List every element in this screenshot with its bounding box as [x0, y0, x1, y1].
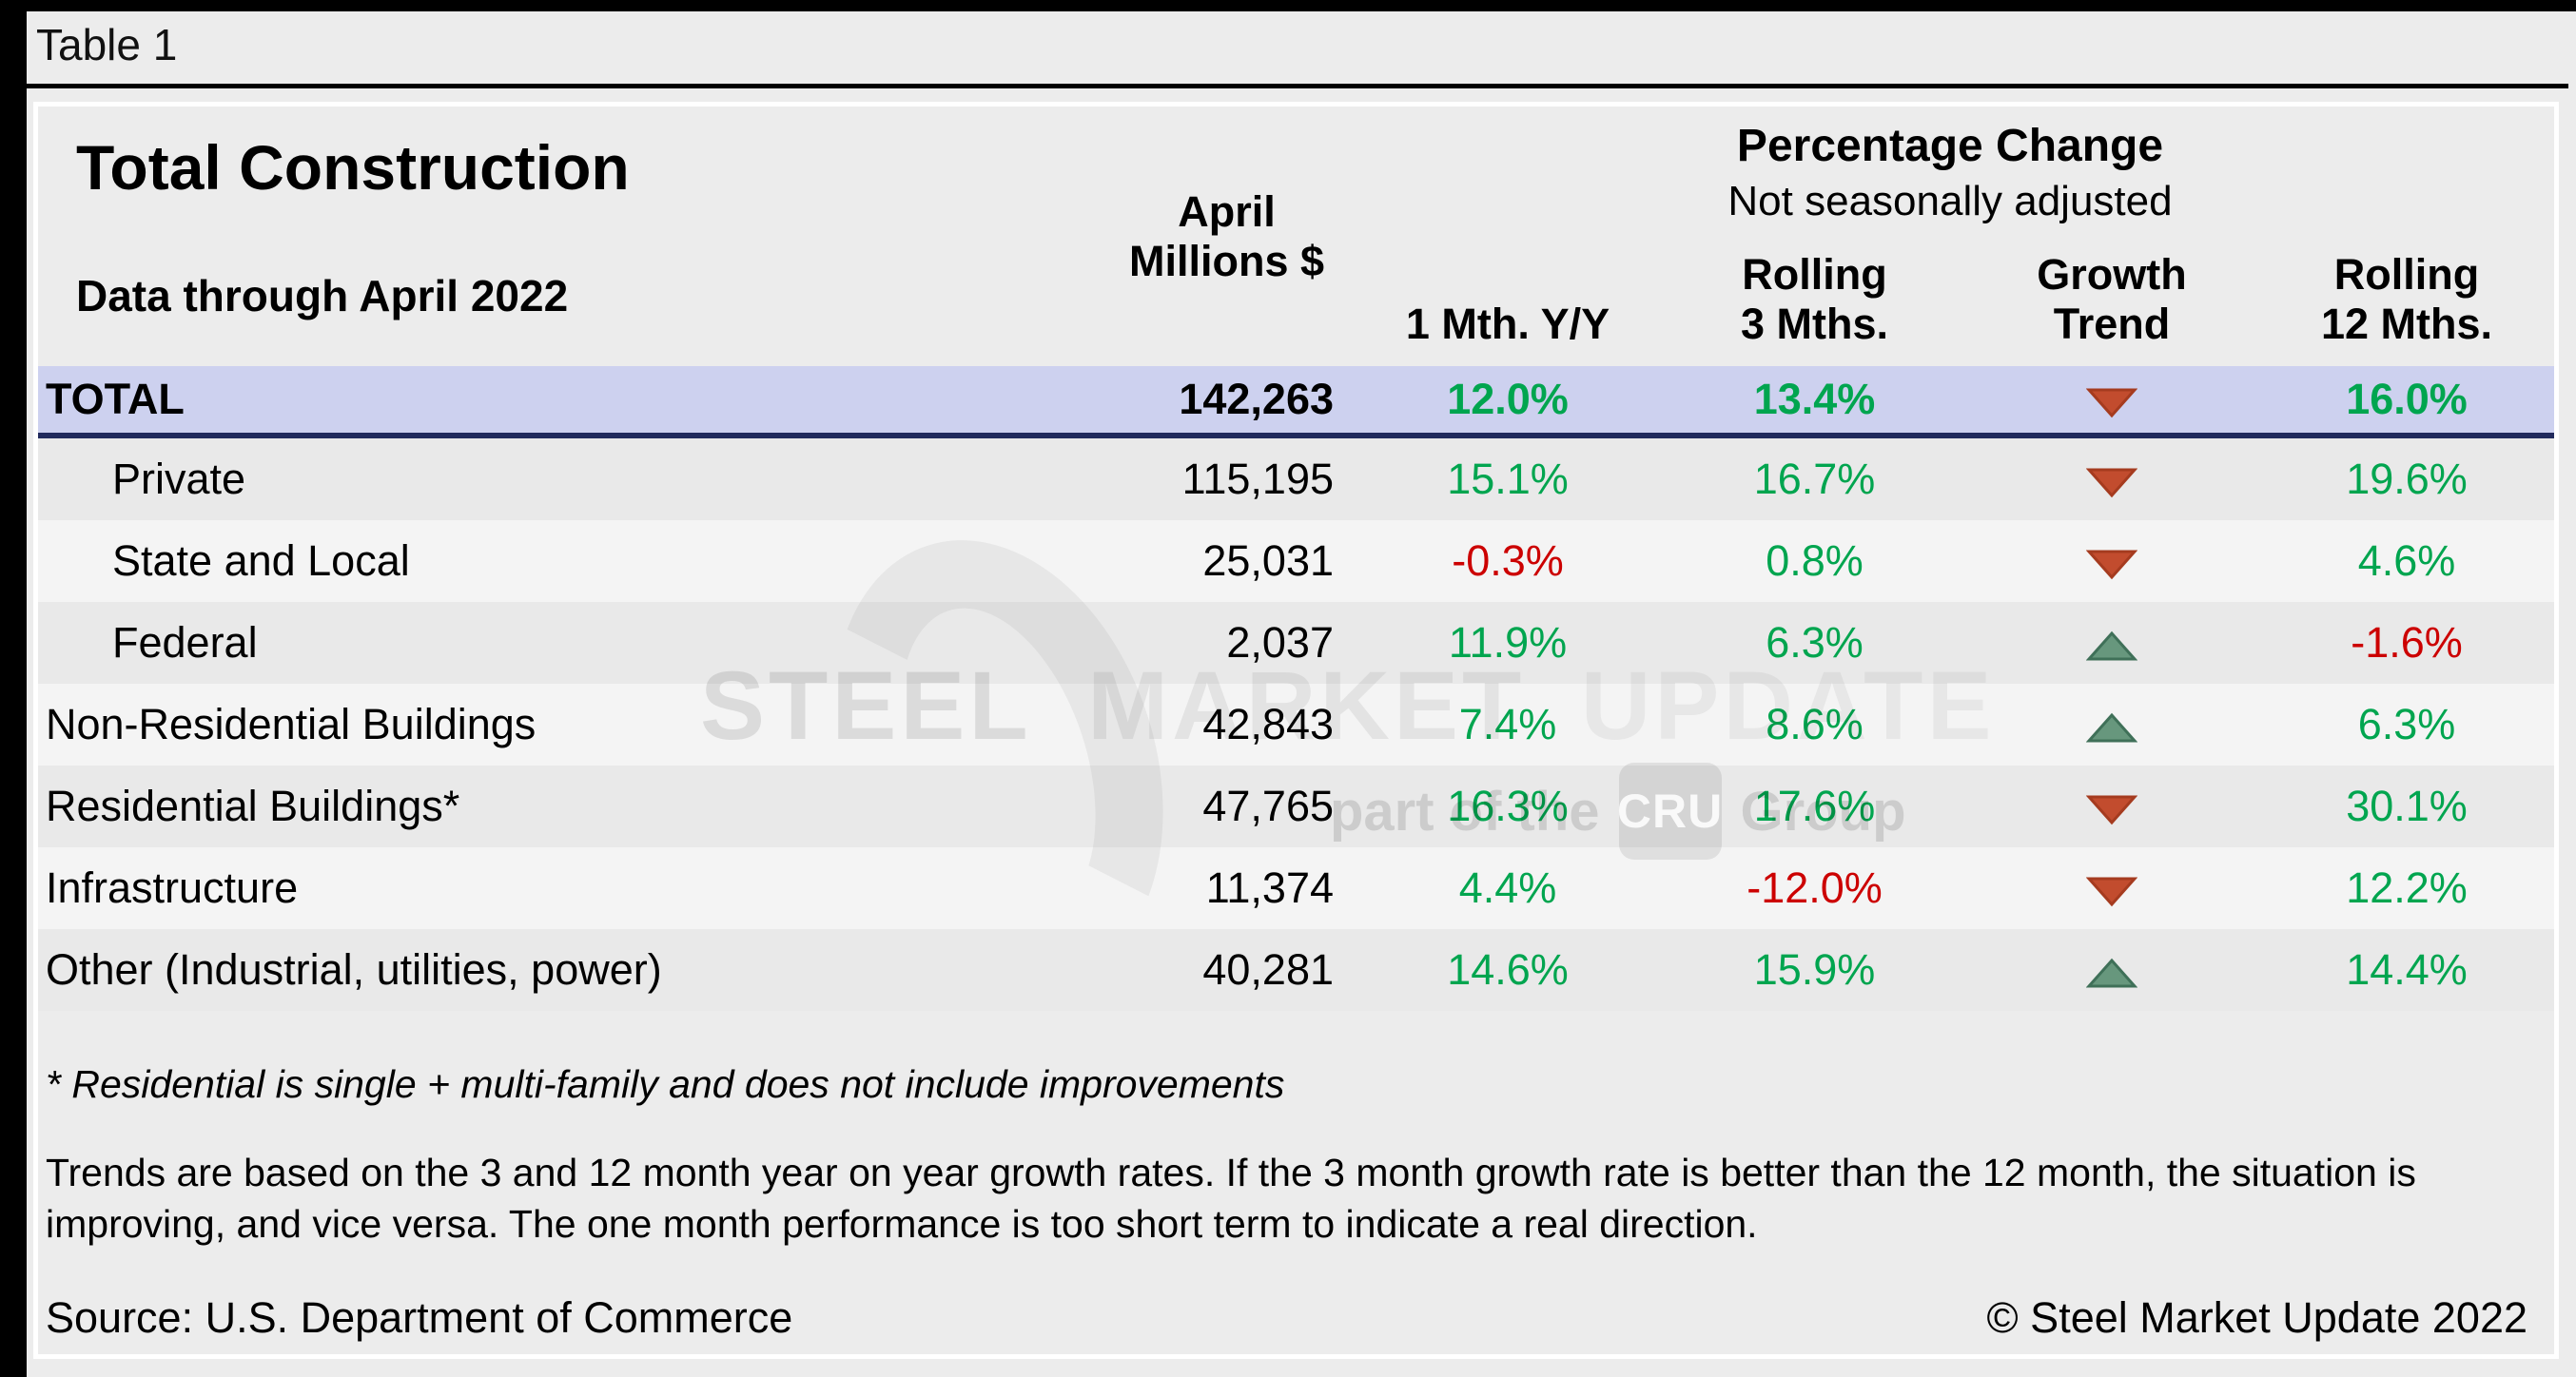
row-1mth-value: 7.4%: [1458, 700, 1557, 748]
row-label: Non-Residential Buildings: [46, 700, 537, 748]
row-rolling-3m-value: 6.3%: [1766, 618, 1864, 667]
trend-down-icon: [2086, 550, 2137, 579]
column-head-growth-trend-line2: Trend: [2053, 300, 2171, 348]
row-rolling-3m-value: 8.6%: [1766, 700, 1864, 748]
row-rolling-3m-value: 15.9%: [1753, 945, 1876, 994]
table-row: State and Local 25,031 -0.3% 0.8% 4.6%: [38, 520, 2554, 602]
page-title: Total Construction: [76, 132, 630, 203]
row-rolling-12m-value: 12.2%: [2346, 863, 2468, 912]
row-rolling-12m-value: 16.0%: [2346, 375, 2468, 423]
table-body: TOTAL 142,263 12.0% 13.4% 16.0% Private …: [38, 366, 2554, 1011]
column-head-growth-trend: Growth Trend: [1964, 107, 2259, 366]
trend-down-icon: [2086, 877, 2137, 906]
row-rolling-12m-value: 30.1%: [2346, 782, 2468, 830]
row-rolling-3m-value: -12.0%: [1747, 863, 1883, 912]
row-rolling-12m-value: 14.4%: [2346, 945, 2468, 994]
column-head-millions: April Millions $: [951, 107, 1351, 366]
copyright-text: © Steel Market Update 2022: [1986, 1293, 2527, 1342]
data-through-subtitle: Data through April 2022: [76, 271, 569, 320]
row-1mth-value: 14.6%: [1447, 945, 1569, 994]
frame-top-border: [0, 0, 2576, 11]
column-head-growth-trend-line1: Growth: [2037, 250, 2187, 299]
trend-up-icon: [2086, 712, 2137, 743]
column-head-millions-line1: April: [1178, 187, 1276, 236]
row-label: State and Local: [112, 536, 410, 585]
row-growth-trend: [1964, 618, 2259, 668]
row-label: Infrastructure: [46, 863, 299, 912]
column-head-rolling-3m-line1: Rolling: [1742, 250, 1887, 299]
percentage-change-title: Percentage Change: [1736, 121, 2164, 171]
row-growth-trend: [1964, 536, 2259, 586]
row-label: Residential Buildings*: [46, 782, 460, 830]
row-rolling-3m-value: 0.8%: [1766, 536, 1864, 585]
row-growth-trend: [1964, 863, 2259, 913]
row-1mth-value: 12.0%: [1447, 375, 1569, 423]
row-growth-trend: [1964, 945, 2259, 995]
table-row: Private 115,195 15.1% 16.7% 19.6%: [38, 438, 2554, 520]
row-rolling-12m-value: -1.6%: [2351, 618, 2463, 667]
source-row: Source: U.S. Department of Commerce © St…: [46, 1293, 2554, 1343]
row-1mth-value: 15.1%: [1447, 455, 1569, 503]
footnotes: * Residential is single + multi-family a…: [38, 1062, 2554, 1343]
table-row: TOTAL 142,263 12.0% 13.4% 16.0%: [38, 366, 2554, 438]
row-rolling-12m-value: 6.3%: [2357, 700, 2456, 748]
row-rolling-3m-value: 16.7%: [1753, 455, 1876, 503]
table-panel: STEEL MARKET UPDATE part of the CRU Grou…: [33, 102, 2559, 1359]
row-growth-trend: [1964, 455, 2259, 504]
row-1mth-value: -0.3%: [1452, 536, 1564, 585]
column-head-rolling-12m-line2: 12 Mths.: [2320, 300, 2493, 348]
row-label: Other (Industrial, utilities, power): [46, 945, 662, 994]
trend-up-icon: [2086, 630, 2137, 661]
column-head-rolling-12m-line1: Rolling: [2333, 250, 2480, 299]
row-growth-trend: [1964, 700, 2259, 749]
trend-up-icon: [2086, 958, 2137, 988]
column-head-rolling-3m-line2: 3 Mths.: [1740, 300, 1889, 348]
row-rolling-12m-value: 4.6%: [2357, 536, 2456, 585]
row-1mth-value: 11.9%: [1448, 618, 1568, 667]
trend-down-icon: [2086, 468, 2137, 497]
table-row: Other (Industrial, utilities, power) 40,…: [38, 929, 2554, 1011]
not-seasonally-adjusted-note: Not seasonally adjusted: [1727, 178, 2173, 224]
trends-footnote: Trends are based on the 3 and 12 month y…: [46, 1151, 2416, 1246]
row-millions-value: 115,195: [1181, 455, 1334, 503]
table-row: Infrastructure 11,374 4.4% -12.0% 12.2%: [38, 847, 2554, 929]
table-number-label: Table 1: [36, 20, 178, 69]
residential-footnote: * Residential is single + multi-family a…: [46, 1062, 1285, 1106]
row-1mth-value: 4.4%: [1458, 863, 1557, 912]
column-head-rolling-3m: Rolling 3 Mths.: [1665, 107, 1964, 366]
column-head-spacer: [38, 107, 951, 366]
frame-left-border: [0, 0, 27, 1377]
row-millions-value: 2,037: [1226, 618, 1334, 667]
row-millions-value: 40,281: [1202, 945, 1334, 994]
row-millions-value: 25,031: [1202, 536, 1334, 585]
row-millions-value: 47,765: [1202, 782, 1334, 830]
column-head-1mth: 1 Mth. Y/Y: [1405, 300, 1610, 348]
row-millions-value: 11,374: [1205, 863, 1334, 912]
row-growth-trend: [1964, 782, 2259, 831]
row-label: TOTAL: [46, 375, 185, 423]
table-row: Federal 2,037 11.9% 6.3% -1.6%: [38, 602, 2554, 684]
row-label: Federal: [112, 618, 258, 667]
row-rolling-3m-value: 17.6%: [1753, 782, 1876, 830]
column-headers: April Millions $ 1 Mth. Y/Y Rolling 3 Mt…: [38, 107, 2554, 366]
column-head-rolling-12m: Rolling 12 Mths.: [2259, 107, 2554, 366]
row-growth-trend: [1964, 375, 2259, 424]
table-row: Residential Buildings* 47,765 16.3% 17.6…: [38, 766, 2554, 847]
table-header: Total Construction Data through April 20…: [38, 107, 2554, 366]
trend-down-icon: [2086, 388, 2137, 417]
source-text: Source: U.S. Department of Commerce: [46, 1293, 793, 1342]
percentage-change-header: Percentage Change Not seasonally adjuste…: [1351, 120, 2549, 225]
row-rolling-12m-value: 19.6%: [2346, 455, 2468, 503]
row-millions-value: 142,263: [1179, 375, 1334, 423]
row-1mth-value: 16.3%: [1447, 782, 1569, 830]
trend-down-icon: [2086, 795, 2137, 824]
row-millions-value: 42,843: [1202, 700, 1334, 748]
row-label: Private: [112, 455, 246, 503]
row-rolling-3m-value: 13.4%: [1753, 375, 1876, 423]
table-row: Non-Residential Buildings 42,843 7.4% 8.…: [38, 684, 2554, 766]
column-head-millions-line2: Millions $: [1128, 237, 1324, 285]
title-divider-line: [27, 84, 2568, 88]
